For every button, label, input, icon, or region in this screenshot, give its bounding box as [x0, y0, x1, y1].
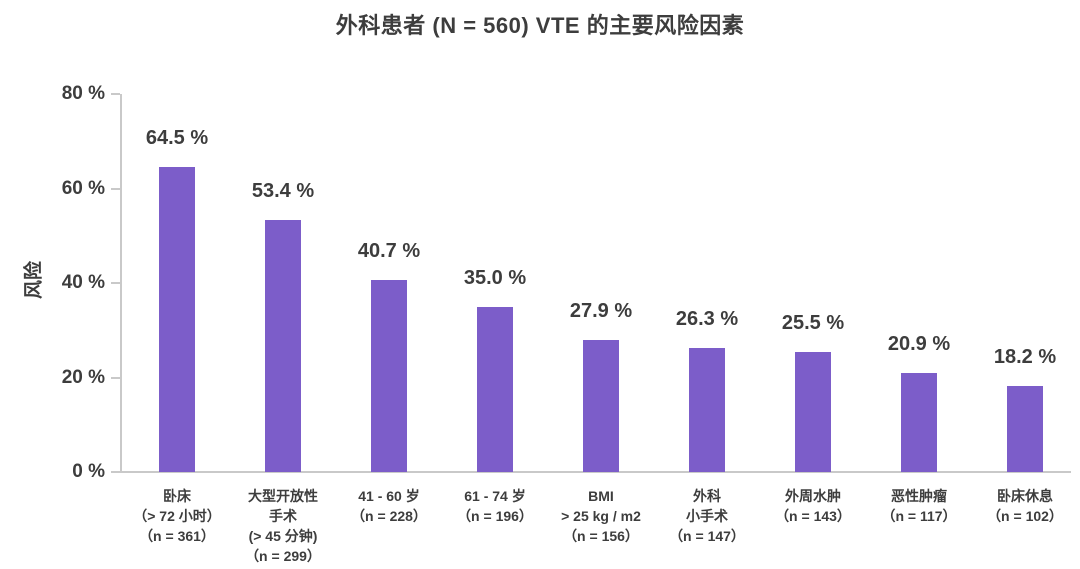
bar-category-line: 小手术	[686, 508, 728, 524]
y-tick-mark	[111, 471, 120, 473]
bar-value-label: 64.5 %	[145, 127, 209, 150]
bar-value-label: 35.0 %	[463, 266, 527, 289]
y-tick-label: 80 %	[61, 83, 105, 104]
bar-category-label: BMI > 25 kg / m2 （n = 156）	[542, 486, 660, 546]
bar-category-line: （n = 196）	[457, 508, 533, 524]
bar-category-line: 卧床	[163, 488, 191, 504]
bar-category-line: （> 72 小时）	[133, 508, 221, 524]
bar-category-line: （n = 361）	[139, 528, 215, 544]
bar-category-line: BMI	[588, 488, 614, 504]
bar-value-label: 25.5 %	[781, 311, 845, 334]
y-tick-label: 0 %	[72, 461, 105, 482]
bar-value-label: 27.9 %	[569, 300, 633, 323]
bar-category-line: 41 - 60 岁	[358, 488, 420, 504]
bar	[583, 340, 619, 472]
bar-category-label: 外周水肿 （n = 143）	[754, 486, 872, 526]
bar-category-label: 恶性肿瘤 （n = 117）	[860, 486, 978, 526]
bar-category-line: 大型开放性	[248, 488, 318, 504]
bar-value-label: 20.9 %	[887, 333, 951, 356]
y-tick-label: 40 %	[61, 272, 105, 293]
bar-category-line: 手术	[269, 508, 297, 524]
chart-title: 外科患者 (N = 560) VTE 的主要风险因素	[335, 13, 745, 38]
y-tick-label: 20 %	[61, 366, 105, 388]
bar	[265, 219, 301, 472]
bar	[477, 306, 513, 472]
bar-value-label: 53.4 %	[251, 179, 315, 202]
bar-category-line: （n = 117）	[881, 508, 957, 524]
bar-category-line: 外科	[693, 488, 721, 504]
bar-value-label: 26.3 %	[675, 307, 739, 330]
bar	[795, 351, 831, 472]
bar-category-label: 41 - 60 岁 （n = 228）	[330, 486, 448, 526]
bar-category-line: 恶性肿瘤	[891, 488, 947, 504]
bar	[371, 279, 407, 472]
bar-category-line: （n = 156）	[563, 528, 639, 544]
bar-category-line: 卧床休息	[997, 488, 1053, 504]
bar-category-label: 卧床 （> 72 小时） （n = 361）	[118, 486, 236, 546]
y-tick-mark	[111, 282, 120, 284]
y-tick-mark	[111, 93, 120, 95]
bar-category-line: （n = 147）	[669, 528, 745, 544]
y-tick-label: 60 %	[61, 177, 105, 199]
bar-category-label: 卧床休息 （n = 102）	[966, 486, 1080, 526]
bar	[689, 347, 725, 472]
y-tick-mark	[111, 376, 120, 379]
bar-category-line: > 25 kg / m2	[561, 508, 641, 524]
bar-value-label: 40.7 %	[357, 239, 421, 262]
bar-category-label: 外科小手术 （n = 147）	[648, 486, 766, 546]
bar-category-label: 大型开放性手术 (> 45 分钟) （n = 299）	[224, 486, 342, 566]
bar-category-line: 外周水肿	[785, 488, 841, 504]
y-axis-line	[120, 94, 122, 473]
bar-value-label: 18.2 %	[993, 346, 1057, 368]
bar-category-line: （n = 299）	[245, 548, 321, 564]
bar-category-line: （n = 143）	[775, 508, 851, 524]
bar-category-line: (> 45 分钟)	[248, 528, 318, 544]
bar-category-line: （n = 102）	[987, 508, 1063, 524]
x-axis-baseline	[120, 471, 1071, 473]
bar-category-label: 61 - 74 岁 （n = 196）	[436, 486, 554, 526]
bar	[159, 167, 195, 472]
y-tick-mark	[111, 187, 120, 190]
bar-category-line: （n = 228）	[351, 508, 427, 524]
bar	[901, 373, 937, 472]
bar	[1007, 386, 1043, 472]
bar-category-line: 61 - 74 岁	[464, 488, 526, 504]
